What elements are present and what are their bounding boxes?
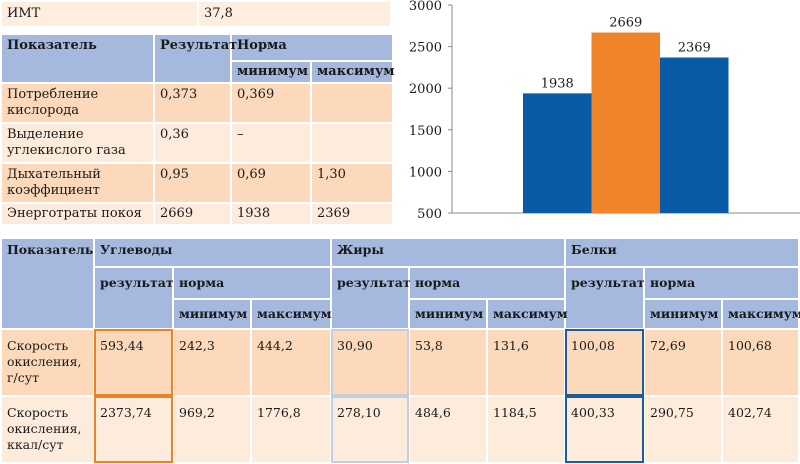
carbs-max: 444,2 bbox=[250, 328, 332, 397]
energy-bar-chart: 500 1000 1500 2000 2500 3000 1938 2669 2369 bbox=[409, 0, 800, 222]
header-result: Результат bbox=[153, 33, 237, 84]
carbs-result: 593,44 bbox=[93, 328, 174, 397]
table-row: Скорость окисления, ккал/сут 2373,74 969… bbox=[0, 395, 800, 464]
header-max: максимум bbox=[250, 298, 332, 330]
header-indicator: Показатель bbox=[0, 237, 95, 330]
header-norm: норма bbox=[172, 266, 332, 300]
header-min: минимум bbox=[230, 60, 312, 84]
table-row: Дыхательный коэффициент 0,95 0,69 1,30 bbox=[0, 162, 395, 204]
cell-max: 2369 bbox=[309, 202, 395, 226]
y-tick-label: 2000 bbox=[409, 82, 442, 97]
row-label: Скорость окисления, ккал/сут bbox=[0, 395, 95, 464]
table-row: Потребление кислорода 0,373 0,369 bbox=[0, 82, 395, 124]
header-fats: Жиры bbox=[329, 237, 567, 268]
table-row: Скорость окисления, г/сут 593,44 242,3 4… bbox=[0, 328, 800, 397]
cell-min: – bbox=[230, 122, 312, 164]
row-label: Потребление кислорода bbox=[0, 82, 155, 124]
fats-min: 484,6 bbox=[408, 395, 488, 464]
y-axis: 500 1000 1500 2000 2500 3000 bbox=[409, 0, 800, 222]
fats-max: 131,6 bbox=[485, 328, 567, 397]
table-row: Энерготраты покоя 2669 1938 2369 bbox=[0, 202, 395, 226]
cell-result: 0,95 bbox=[153, 162, 232, 204]
bar-максимум bbox=[660, 57, 729, 213]
fats-result: 278,10 bbox=[330, 395, 410, 464]
header-norm: норма bbox=[643, 266, 800, 300]
proteins-max: 402,74 bbox=[721, 395, 800, 464]
header-min: минимум bbox=[172, 298, 252, 330]
bar-value-label: 2669 bbox=[609, 16, 642, 31]
header-max: максимум bbox=[721, 298, 800, 330]
header-min: минимум bbox=[643, 298, 724, 330]
row-label: Выделение углекислого газа bbox=[0, 122, 155, 164]
row-label: Скорость окисления, г/сут bbox=[0, 328, 95, 397]
imt-table: ИМТ 37,8 bbox=[0, 0, 392, 28]
cell-result: 0,373 bbox=[153, 82, 232, 124]
cell-min: 0,369 bbox=[230, 82, 312, 124]
imt-value: 37,8 bbox=[197, 0, 392, 28]
header-max: максимум bbox=[309, 60, 395, 84]
header-result: результат bbox=[564, 266, 646, 330]
cell-result: 0,36 bbox=[153, 122, 232, 164]
y-tick-label: 1000 bbox=[409, 165, 442, 180]
fats-result: 30,90 bbox=[330, 328, 410, 397]
cell-max bbox=[309, 82, 395, 124]
oxidation-table: Показатель Углеводы Жиры Белки результат… bbox=[0, 237, 800, 464]
proteins-result: 100,08 bbox=[564, 328, 646, 397]
cell-result: 2669 bbox=[153, 202, 232, 226]
carbs-min: 242,3 bbox=[172, 328, 252, 397]
cell-max: 1,30 bbox=[309, 162, 395, 204]
proteins-min: 72,69 bbox=[643, 328, 724, 397]
bar-минимум bbox=[523, 93, 592, 213]
row-label: Энерготраты покоя bbox=[0, 202, 155, 226]
table-row: Выделение углекислого газа 0,36 – bbox=[0, 122, 395, 164]
respiratory-table: Показатель Результат Норма минимум макси… bbox=[0, 33, 395, 226]
carbs-min: 969,2 bbox=[172, 395, 252, 464]
y-tick-label: 500 bbox=[417, 207, 442, 222]
header-result: результат bbox=[93, 266, 174, 330]
header-proteins: Белки bbox=[564, 237, 800, 268]
proteins-max: 100,68 bbox=[721, 328, 800, 397]
proteins-result: 400,33 bbox=[564, 395, 646, 464]
proteins-min: 290,75 bbox=[643, 395, 724, 464]
header-norm: Норма bbox=[229, 33, 395, 62]
bar-value-label: 2369 bbox=[678, 40, 711, 55]
cell-max bbox=[309, 122, 395, 164]
bars: 1938 2669 2369 bbox=[523, 16, 729, 213]
fats-max: 1184,5 bbox=[485, 395, 567, 464]
carbs-max: 1776,8 bbox=[250, 395, 332, 464]
carbs-result: 2373,74 bbox=[93, 395, 174, 464]
header-result: результат bbox=[330, 266, 411, 330]
header-indicator: Показатель bbox=[0, 33, 155, 84]
cell-min: 1938 bbox=[230, 202, 312, 226]
header-norm: норма bbox=[407, 266, 567, 300]
header-min: минимум bbox=[408, 298, 488, 330]
y-tick-label: 1500 bbox=[409, 124, 442, 139]
header-carbs: Углеводы bbox=[93, 237, 332, 268]
fats-min: 53,8 bbox=[408, 328, 488, 397]
bar-value-label: 1938 bbox=[541, 76, 574, 91]
y-tick-label: 3000 bbox=[409, 0, 442, 14]
row-label: Дыхательный коэффициент bbox=[0, 162, 155, 204]
imt-label: ИМТ bbox=[0, 0, 199, 28]
y-tick-label: 2500 bbox=[409, 41, 442, 56]
bar-результат bbox=[591, 32, 660, 213]
cell-min: 0,69 bbox=[230, 162, 312, 204]
header-max: максимум bbox=[485, 298, 568, 330]
